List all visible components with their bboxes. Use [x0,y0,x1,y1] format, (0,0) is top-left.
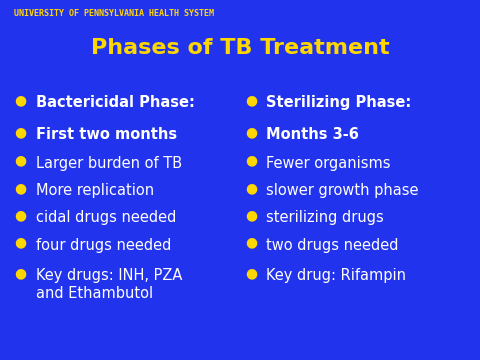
Text: ●: ● [245,94,257,108]
Text: Fewer organisms: Fewer organisms [266,156,391,171]
Text: two drugs needed: two drugs needed [266,238,399,253]
Text: four drugs needed: four drugs needed [36,238,171,253]
Text: ●: ● [14,94,26,108]
Text: sterilizing drugs: sterilizing drugs [266,210,384,225]
Text: ●: ● [14,154,26,168]
Text: Phases of TB Treatment: Phases of TB Treatment [91,38,389,58]
Text: ●: ● [14,208,26,222]
Text: ●: ● [14,181,26,195]
Text: ●: ● [14,236,26,250]
Text: Larger burden of TB: Larger burden of TB [36,156,182,171]
Text: ●: ● [245,181,257,195]
Text: ●: ● [245,154,257,168]
Text: ●: ● [245,125,257,139]
Text: First two months: First two months [36,127,177,142]
Text: cidal drugs needed: cidal drugs needed [36,210,176,225]
Text: Bactericidal Phase:: Bactericidal Phase: [36,95,195,111]
Text: ●: ● [14,125,26,139]
Text: ●: ● [245,208,257,222]
Text: Key drug: Rifampin: Key drug: Rifampin [266,268,407,283]
Text: ●: ● [245,266,257,280]
Text: Months 3-6: Months 3-6 [266,127,359,142]
Text: More replication: More replication [36,183,154,198]
Text: UNIVERSITY OF PENNSYLVANIA HEALTH SYSTEM: UNIVERSITY OF PENNSYLVANIA HEALTH SYSTEM [14,9,215,18]
Text: ●: ● [14,266,26,280]
Text: Key drugs: INH, PZA
and Ethambutol: Key drugs: INH, PZA and Ethambutol [36,268,182,301]
Text: Sterilizing Phase:: Sterilizing Phase: [266,95,412,111]
Text: slower growth phase: slower growth phase [266,183,419,198]
Text: ●: ● [245,236,257,250]
